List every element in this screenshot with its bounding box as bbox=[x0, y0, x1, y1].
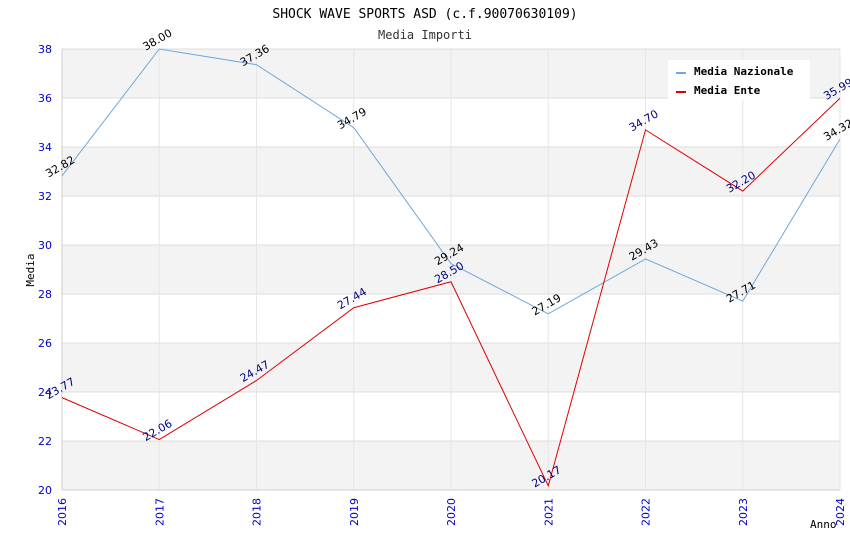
x-tick-label: 2018 bbox=[251, 498, 264, 526]
y-tick-label: 26 bbox=[38, 337, 52, 350]
y-tick-label: 20 bbox=[38, 484, 52, 497]
y-tick-label: 36 bbox=[38, 92, 52, 105]
y-tick-label: 30 bbox=[38, 239, 52, 252]
y-tick-labels: 20 22 24 26 28 30 32 34 36 38 bbox=[38, 43, 52, 497]
y-tick-label: 38 bbox=[38, 43, 52, 56]
x-tick-label: 2024 bbox=[834, 498, 847, 526]
x-tick-label: 2020 bbox=[445, 498, 458, 526]
data-label: 34.32 bbox=[821, 117, 850, 144]
legend-box bbox=[668, 60, 810, 100]
legend-label-media-nazionale: Media Nazionale bbox=[694, 65, 794, 78]
chart-title: SHOCK WAVE SPORTS ASD (c.f.90070630109) bbox=[272, 7, 577, 22]
data-label: 34.79 bbox=[335, 105, 369, 132]
y-tick-label: 22 bbox=[38, 435, 52, 448]
series-lines bbox=[61, 48, 841, 488]
x-tick-label: 2019 bbox=[348, 498, 361, 526]
x-tick-label: 2016 bbox=[56, 498, 69, 526]
x-tick-label: 2022 bbox=[640, 498, 653, 526]
x-axis-label: Anno bbox=[810, 518, 837, 531]
x-tick-label: 2023 bbox=[737, 498, 750, 526]
x-tick-labels: 2016 2017 2018 2019 2020 2021 2022 2023 2024 bbox=[56, 498, 847, 526]
series-line-media-nazionale bbox=[61, 48, 841, 315]
data-label: 34.70 bbox=[627, 107, 661, 134]
y-tick-label: 28 bbox=[38, 288, 52, 301]
series-line-media-ente bbox=[61, 97, 841, 488]
grid-lines bbox=[61, 48, 841, 491]
data-label: 27.19 bbox=[530, 291, 564, 318]
chart-subtitle: Media Importi bbox=[378, 28, 472, 42]
x-tick-label: 2017 bbox=[153, 498, 166, 526]
y-tick-label: 32 bbox=[38, 190, 52, 203]
y-axis-label: Media bbox=[24, 253, 37, 286]
x-tick-label: 2021 bbox=[542, 498, 555, 526]
legend: Media Nazionale Media Ente bbox=[668, 60, 810, 100]
y-tick-label: 34 bbox=[38, 141, 52, 154]
y-tick-label: 24 bbox=[38, 386, 52, 399]
legend-label-media-ente: Media Ente bbox=[694, 84, 761, 97]
data-label: 23.77 bbox=[43, 375, 77, 402]
data-label: 22.06 bbox=[141, 417, 175, 444]
axes bbox=[61, 49, 840, 491]
